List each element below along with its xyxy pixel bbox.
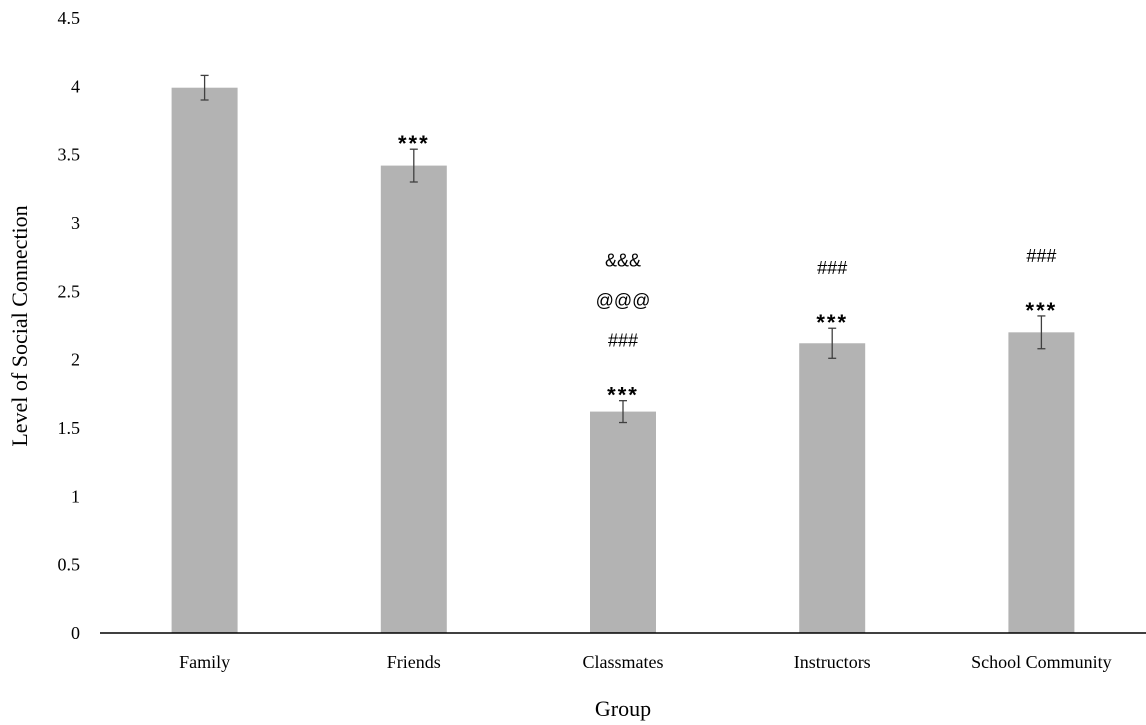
error-bar (1037, 315, 1046, 350)
y-tick-label: 0 (71, 623, 80, 643)
bar (171, 87, 238, 633)
y-tick-label: 2.5 (58, 281, 81, 301)
significance-marker: ### (817, 258, 847, 278)
y-tick-label: 4 (71, 76, 80, 96)
significance-marker: *** (816, 310, 848, 335)
significance-marker: *** (1026, 298, 1058, 323)
bar (380, 165, 447, 633)
significance-marker: *** (607, 383, 639, 408)
x-tick-label: Friends (387, 652, 441, 672)
y-tick-label: 3.5 (58, 145, 81, 165)
x-tick-label: Family (179, 652, 230, 672)
error-bar (409, 148, 418, 183)
significance-marker: &&& (605, 251, 641, 271)
y-axis-title: Level of Social Connection (7, 205, 32, 446)
y-tick-label: 3 (71, 213, 80, 233)
significance-marker: ### (608, 331, 638, 351)
y-tick-label: 1 (71, 486, 80, 506)
bar (1008, 332, 1075, 633)
x-axis-title: Group (595, 696, 651, 721)
y-tick-label: 0.5 (58, 555, 81, 575)
bar (590, 411, 656, 633)
error-bar (619, 400, 627, 424)
significance-annotations: *** *** ### @@@ &&& *** ### *** ### (398, 131, 1058, 408)
y-tick-label: 4.5 (58, 8, 81, 28)
error-bar (200, 74, 209, 101)
x-tick-label: Instructors (794, 652, 871, 672)
error-bar (828, 327, 837, 359)
bar (799, 343, 866, 633)
significance-marker: @@@ (596, 291, 651, 311)
x-axis-ticks: Family Friends Classmates Instructors School… (179, 652, 1112, 672)
y-tick-label: 1.5 (58, 418, 81, 438)
significance-marker: *** (398, 131, 430, 156)
y-axis-ticks: 0 0.5 1 1.5 2 2.5 3 3.5 4 4.5 (58, 8, 81, 643)
x-tick-label: School Community (971, 652, 1112, 672)
y-tick-label: 2 (71, 350, 80, 370)
x-tick-label: Classmates (583, 652, 664, 672)
bars-group (171, 87, 1075, 633)
significance-marker: ### (1026, 246, 1056, 266)
error-bars-group (200, 74, 1046, 424)
